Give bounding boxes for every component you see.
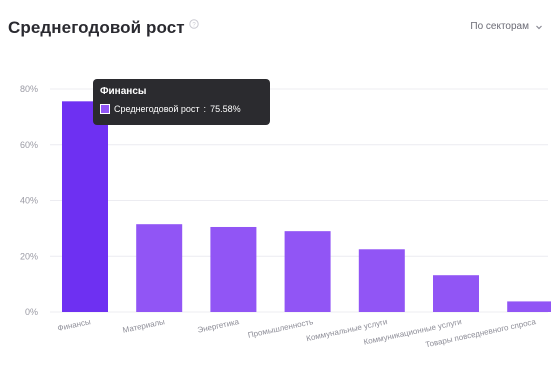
tooltip-series-label: Среднегодовой рост xyxy=(114,104,200,114)
y-tick-label: 0% xyxy=(25,307,38,317)
svg-text:?: ? xyxy=(192,22,196,28)
sector-dropdown[interactable]: По секторам xyxy=(470,21,543,32)
widget-header: Среднегодовой рост ? По секторам xyxy=(8,10,543,44)
bar[interactable] xyxy=(433,275,479,312)
y-tick-label: 20% xyxy=(20,251,38,261)
x-tick-label: Энергетика xyxy=(197,317,241,335)
y-tick-label: 40% xyxy=(20,196,38,206)
info-circle-icon[interactable]: ? xyxy=(189,19,199,29)
chart-title: Среднегодовой рост xyxy=(8,18,185,37)
tooltip-value: 75.58% xyxy=(210,104,241,114)
bar[interactable] xyxy=(284,231,331,312)
x-tick-label: Материалы xyxy=(122,317,166,335)
tooltip-row: Среднегодовой рост: 75.58% xyxy=(100,103,263,115)
chart-tooltip: Финансы Среднегодовой рост: 75.58% xyxy=(93,79,270,125)
bar[interactable] xyxy=(62,101,108,313)
tooltip-series-swatch xyxy=(100,104,110,114)
x-tick-label: Финансы xyxy=(57,317,92,333)
bar[interactable] xyxy=(507,301,551,312)
bar[interactable] xyxy=(358,249,405,312)
chevron-down-icon xyxy=(536,25,542,29)
y-tick-label: 60% xyxy=(20,140,38,150)
tooltip-title: Финансы xyxy=(100,86,147,97)
tooltip-colon: : xyxy=(203,104,207,114)
sector-dropdown-label: По секторам xyxy=(470,21,529,32)
bar[interactable] xyxy=(210,226,257,312)
bar[interactable] xyxy=(136,224,183,312)
x-tick-label: Промышленность xyxy=(247,317,314,340)
y-tick-label: 80% xyxy=(20,84,38,94)
